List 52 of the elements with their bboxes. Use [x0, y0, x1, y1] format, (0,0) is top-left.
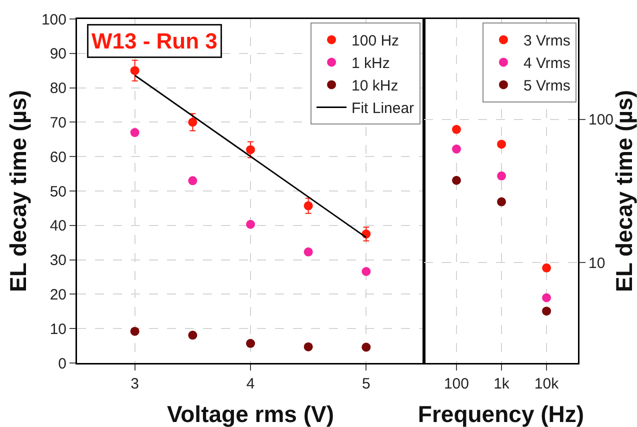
point — [497, 171, 506, 180]
point — [497, 197, 506, 206]
point — [452, 144, 461, 154]
y-tick-label: 10 — [50, 320, 66, 338]
point — [542, 263, 552, 272]
y-tick-label: 0 — [58, 355, 66, 372]
point — [362, 342, 371, 352]
legend-label: 10 kHz — [352, 78, 398, 95]
legend-label: 5 Vrms — [523, 78, 570, 95]
point — [304, 201, 313, 210]
x-tick-label: 4 — [246, 376, 255, 392]
y-tick-label: 40 — [50, 218, 66, 235]
x-tick-label: 10k — [534, 376, 560, 392]
point — [304, 342, 313, 352]
point — [246, 145, 255, 154]
point — [130, 128, 140, 138]
y-tick-label: 10 — [588, 254, 606, 272]
legend-label: 4 Vrms — [523, 55, 570, 72]
x-tick-label: 3 — [130, 376, 139, 392]
y-tick-label: 80 — [50, 80, 66, 98]
y-tick-label: 60 — [50, 148, 66, 166]
point — [497, 140, 506, 149]
y-tick-label: 30 — [50, 252, 66, 270]
point — [246, 338, 255, 348]
point — [362, 267, 371, 276]
x-axis-title: Voltage rms (V) — [167, 400, 334, 427]
x-tick-label: 100 — [444, 376, 469, 392]
point — [246, 220, 255, 229]
x-axis-title: Frequency (Hz) — [418, 400, 584, 427]
point — [542, 306, 552, 316]
annotation: W13 - Run 3 — [92, 28, 218, 54]
y-tick-label: 90 — [50, 46, 66, 63]
legend-label: 1 kHz — [352, 55, 390, 72]
y-tick-label: 100 — [41, 11, 66, 28]
point — [188, 118, 198, 127]
y-axis-title: EL decay time (µs) — [5, 90, 32, 292]
point — [542, 293, 552, 302]
legend-label: 100 Hz — [352, 32, 400, 50]
point — [452, 176, 461, 185]
point — [188, 176, 198, 186]
legend-label: 3 Vrms — [523, 32, 570, 50]
point — [188, 330, 198, 340]
point — [452, 124, 461, 134]
legend-label: Fit Linear — [352, 100, 414, 118]
point — [130, 326, 140, 336]
x-tick-label: 5 — [362, 376, 370, 392]
y-tick-label: 50 — [50, 183, 66, 200]
y-tick-label: 70 — [50, 114, 66, 132]
point — [304, 247, 313, 256]
x-tick-label: 1k — [494, 376, 510, 392]
point — [130, 66, 140, 76]
y-tick-label: 20 — [50, 286, 66, 304]
